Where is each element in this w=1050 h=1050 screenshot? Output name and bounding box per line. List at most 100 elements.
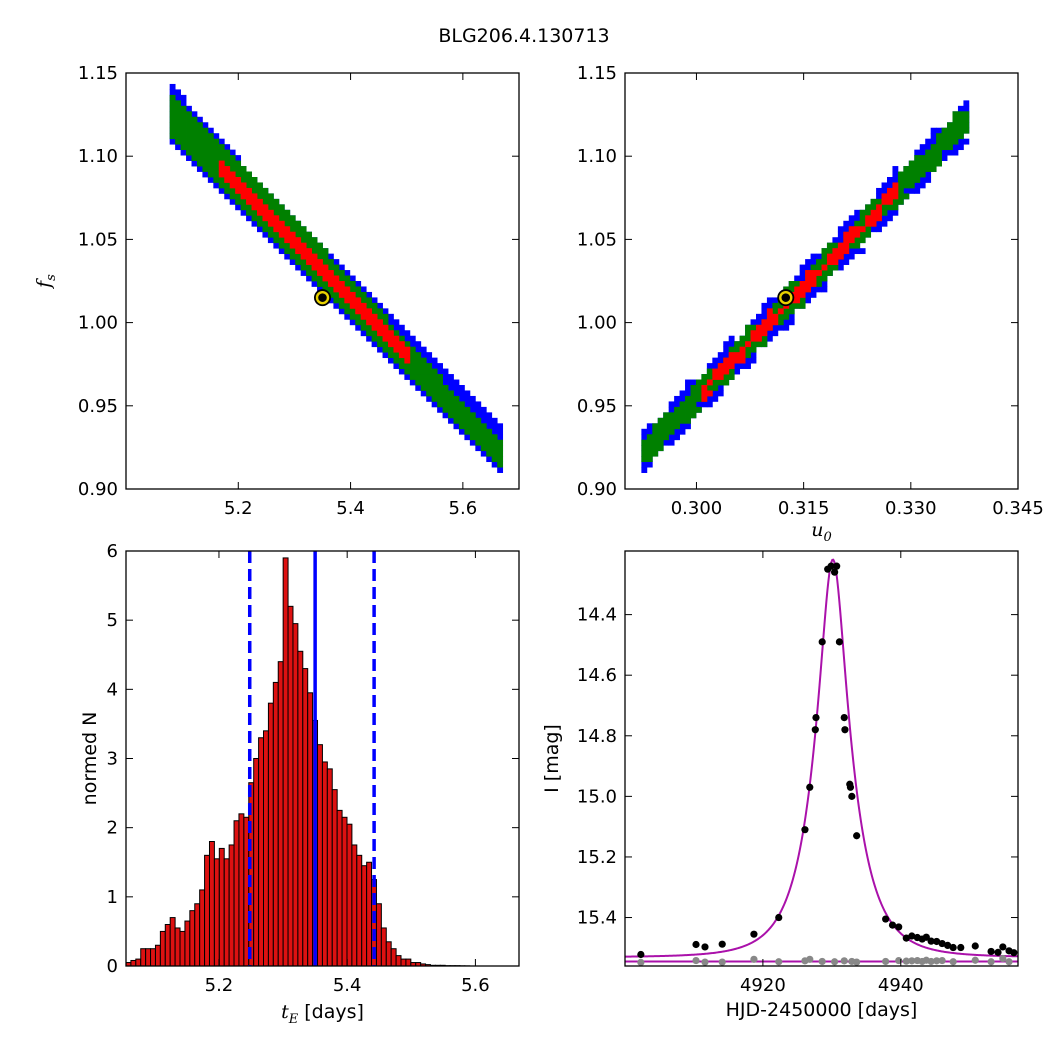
contour-cell-outer (169, 83, 176, 90)
data-point (933, 937, 941, 946)
contour-cell-middle (690, 412, 697, 419)
contour-cell-middle (497, 456, 504, 463)
contour-cell-outer (674, 428, 680, 435)
contour-cell-outer (366, 335, 373, 342)
contour-cell-middle (327, 259, 334, 265)
contour-cell-middle (957, 116, 964, 123)
contour-cell-outer (475, 406, 482, 413)
contour-cell-inner (289, 242, 296, 249)
contour-cell-inner (388, 341, 394, 348)
histogram-bar (395, 955, 402, 966)
contour-cell-middle (914, 171, 921, 178)
contour-cell-outer (843, 220, 850, 227)
contour-cell-inner (739, 357, 746, 364)
contour-cell-outer (963, 100, 970, 107)
contour-cell-outer (404, 335, 411, 342)
contour-cell-middle (480, 439, 487, 446)
contour-cell-middle (409, 346, 416, 353)
contour-cell-middle (218, 182, 225, 189)
contour-cell-middle (453, 406, 460, 413)
contour-cell-inner (805, 275, 811, 282)
histogram-bar (140, 948, 147, 966)
histogram-bar (326, 768, 333, 966)
data-point (895, 923, 903, 931)
contour-cell-middle (338, 297, 345, 304)
contour-cell-middle (257, 220, 263, 227)
contour-cell-middle (799, 297, 806, 304)
contour-cell-outer (734, 368, 741, 375)
contour-cell-outer (491, 417, 498, 424)
contour-cell-outer (723, 341, 730, 348)
data-point (1010, 949, 1018, 957)
contour-cell-middle (289, 253, 296, 260)
contour-cell-outer (420, 390, 427, 397)
contour-cell-middle (426, 379, 433, 386)
contour-cell-inner (712, 374, 719, 380)
histogram-bar (267, 702, 274, 966)
contour-cell-middle (442, 401, 449, 408)
contour-cell-outer (360, 286, 367, 293)
contour-cell-outer (903, 187, 910, 194)
contour-cell-outer (464, 434, 471, 441)
contour-cell-outer (344, 313, 351, 320)
contour-cell-outer (963, 105, 970, 112)
contour-cell-middle (870, 204, 877, 211)
contour-cell-middle (448, 406, 454, 413)
contour-cell-middle (646, 450, 653, 457)
contour-cell-outer (870, 226, 877, 233)
contour-cell-middle (186, 127, 192, 134)
contour-cell-middle (213, 144, 220, 151)
contour-cell-middle (458, 417, 465, 424)
contour-cell-inner (366, 308, 373, 315)
contour-cell-outer (668, 434, 675, 441)
panel-a-ytick-label: 0.90 (78, 479, 118, 500)
contour-cell-middle (186, 144, 192, 151)
contour-cell-middle (240, 177, 247, 183)
contour-cell-outer (235, 204, 242, 211)
contour-cell-outer (224, 144, 231, 151)
contour-cell-inner (712, 368, 719, 375)
contour-cell-middle (289, 215, 296, 222)
contour-cell-middle (246, 177, 252, 183)
histogram-bar (199, 889, 206, 966)
contour-cell-middle (952, 116, 959, 123)
contour-cell-middle (777, 302, 784, 309)
contour-cell-middle (464, 428, 471, 435)
contour-cell-middle (706, 374, 713, 380)
contour-cell-middle (295, 226, 302, 233)
contour-cell-middle (903, 182, 910, 189)
contour-cell-outer (712, 363, 719, 369)
contour-cell-inner (257, 209, 263, 216)
contour-cell-middle (207, 138, 214, 145)
residual-point (971, 956, 979, 964)
contour-cell-inner (892, 187, 899, 194)
contour-cell-middle (267, 198, 274, 205)
contour-cell-outer (695, 401, 702, 408)
contour-cell-middle (235, 160, 242, 167)
contour-cell-inner (360, 308, 367, 315)
data-point (841, 726, 849, 734)
contour-cell-middle (213, 177, 220, 183)
panel-c-ytick-label: 6 (107, 541, 118, 562)
contour-cell-middle (207, 149, 214, 156)
contour-cell-middle (235, 166, 242, 172)
contour-cell-middle (196, 160, 203, 167)
contour-cell-inner (267, 209, 274, 216)
panel-c-xlabel-symbol: t (281, 1001, 289, 1023)
contour-cell-inner (377, 319, 383, 326)
contour-cell-middle (284, 215, 291, 222)
contour-cell-outer (799, 275, 806, 282)
contour-cell-middle (475, 417, 482, 424)
contour-cell-outer (377, 346, 383, 353)
contour-cell-outer (717, 390, 724, 397)
histogram-bar (351, 844, 358, 966)
contour-cell-outer (919, 149, 926, 156)
panel-b-xlabel-subscript: 0 (823, 530, 831, 545)
contour-cell-middle (475, 434, 482, 441)
contour-cell-inner (344, 297, 351, 304)
contour-cell-middle (317, 248, 323, 255)
panel-a-xtick-label: 5.2 (224, 498, 253, 519)
contour-cell-middle (437, 385, 443, 391)
contour-cell-outer (273, 242, 280, 249)
contour-cell-outer (772, 297, 779, 304)
